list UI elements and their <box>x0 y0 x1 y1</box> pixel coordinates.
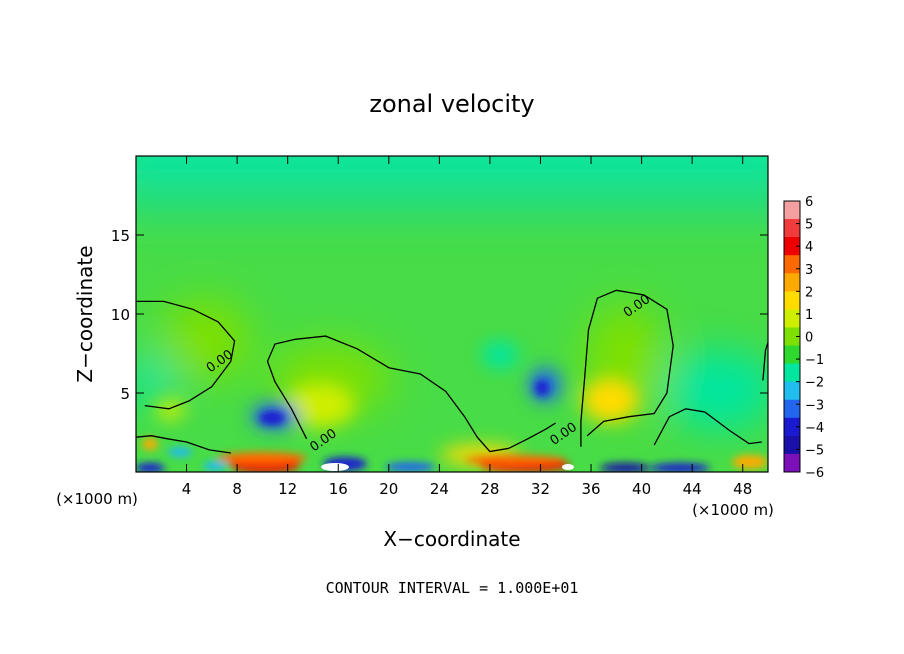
colorbar-swatch <box>784 417 800 437</box>
colorbar-tick-label: −6 <box>805 466 824 481</box>
upper-teal-band <box>136 180 768 220</box>
zero-contour-line <box>136 300 236 410</box>
zero-contour-line <box>653 408 762 446</box>
colorbar-swatch <box>784 291 800 310</box>
x-axis: 4 8 12 16 20 24 28 32 36 40 44 48 <box>182 156 752 498</box>
y-axis-title: Z−coordinate <box>73 245 97 382</box>
y-tick-label: 15 <box>111 227 130 245</box>
y-axis: 5 10 15 <box>111 227 768 403</box>
x-tick-label: 32 <box>531 480 550 498</box>
white-core-34 <box>562 464 574 470</box>
colorbar-tick-label: 0 <box>805 331 813 346</box>
heatmap-field: 0.000.00 0.000.00 <box>136 156 768 472</box>
colorbar-swatch <box>784 201 800 220</box>
zero-contour-line <box>762 342 768 381</box>
x-tick-label: 16 <box>329 480 348 498</box>
colorbar-swatch <box>784 345 800 365</box>
colorbar-tick-label: 4 <box>805 240 813 255</box>
mid-light-green <box>160 300 250 380</box>
colorbar-swatch <box>784 381 800 401</box>
colorbar-swatch <box>784 363 800 383</box>
colorbar: 6 5 4 3 2 1 0 −1 −2 −3 −4 −5 −6 <box>783 195 824 481</box>
zero-contour-line <box>580 289 674 447</box>
x-tick-label: 8 <box>232 480 242 498</box>
colorbar-tick-label: 1 <box>805 308 813 323</box>
contour-interval-note: CONTOUR INTERVAL = 1.000E+01 <box>326 579 579 597</box>
colorbar-swatch <box>784 435 800 455</box>
colorbar-tick-label: 6 <box>805 195 813 210</box>
colorbar-tick-label: 3 <box>805 263 813 278</box>
navy-core-32 <box>535 380 549 396</box>
colorbar-tick-label: −5 <box>805 443 824 458</box>
blue-surface-a <box>136 463 165 472</box>
colorbar-tick-label: −2 <box>805 376 824 391</box>
colorbar-tick-label: −4 <box>805 421 824 436</box>
x-tick-label: 4 <box>182 480 192 498</box>
y-tick-label: 10 <box>111 306 130 324</box>
x-tick-label: 48 <box>733 480 752 498</box>
blue-surface-f <box>650 463 710 472</box>
x-tick-label: 12 <box>278 480 297 498</box>
white-core-16 <box>321 463 349 471</box>
colorbar-swatch <box>784 219 800 238</box>
cyan-patch-right <box>665 350 768 430</box>
yellow-patch-b <box>582 378 638 422</box>
orange-surface-b <box>465 455 565 465</box>
x-unit-label: (×1000 m) <box>56 490 138 508</box>
zero-contour-line <box>266 335 556 453</box>
cyan-patch-left <box>136 355 175 405</box>
blue-surface-e <box>600 463 650 472</box>
x-tick-label: 20 <box>379 480 398 498</box>
colorbar-tick-label: 5 <box>805 218 813 233</box>
x-tick-label: 28 <box>480 480 499 498</box>
colorbar-swatch <box>784 255 800 274</box>
blue-surface-d <box>385 462 435 472</box>
colorbar-swatch <box>784 237 800 256</box>
orange-surface-a <box>217 452 307 464</box>
cyan-surface-a <box>168 447 192 457</box>
orange-surface-d <box>142 438 158 450</box>
x-axis-title: X−coordinate <box>383 527 520 551</box>
y-unit-label: (×1000 m) <box>692 501 774 519</box>
yellow-patch-a <box>285 383 355 427</box>
x-tick-label: 24 <box>430 480 449 498</box>
x-tick-label: 36 <box>581 480 600 498</box>
yellow-patch-c <box>155 400 185 420</box>
colorbar-tick-label: −1 <box>805 353 824 368</box>
colorbar-swatch <box>784 327 800 347</box>
blue-surface-b <box>203 461 227 471</box>
colorbar-swatch <box>784 273 800 292</box>
cyan-cell-30 <box>482 341 518 369</box>
colorbar-tick-label: −3 <box>805 398 824 413</box>
x-tick-label: 40 <box>632 480 651 498</box>
colorbar-swatch <box>784 309 800 328</box>
y-tick-label: 5 <box>120 385 130 403</box>
orange-surface-c <box>732 455 768 469</box>
colorbar-swatch <box>784 399 800 419</box>
chart-title: zonal velocity <box>369 90 534 118</box>
x-tick-label: 44 <box>683 480 702 498</box>
colorbar-swatch <box>784 453 800 473</box>
navy-core-11 <box>259 411 285 425</box>
zero-contour-line <box>136 435 231 454</box>
colorbar-tick-label: 2 <box>805 285 813 300</box>
